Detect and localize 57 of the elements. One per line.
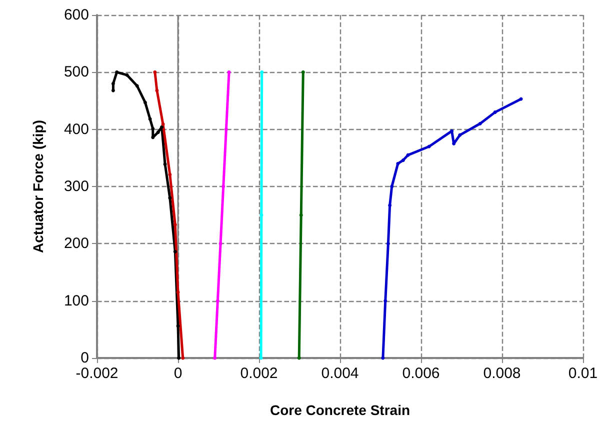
point bbox=[301, 70, 305, 74]
point bbox=[396, 162, 400, 166]
point bbox=[177, 356, 181, 360]
point bbox=[401, 158, 405, 162]
point bbox=[160, 125, 164, 129]
point bbox=[227, 70, 231, 74]
point bbox=[297, 356, 301, 360]
point bbox=[168, 196, 172, 200]
point bbox=[450, 129, 454, 133]
point bbox=[218, 242, 222, 246]
x-tick-label: 0.008 bbox=[483, 365, 521, 382]
point bbox=[493, 110, 497, 114]
point bbox=[224, 128, 228, 132]
point bbox=[176, 290, 180, 294]
x-tick-label: 0.002 bbox=[240, 365, 278, 382]
y-tick-label: 200 bbox=[64, 235, 89, 252]
point bbox=[135, 84, 139, 88]
x-tick-label: 0.01 bbox=[568, 365, 598, 382]
point bbox=[151, 136, 155, 140]
point bbox=[299, 213, 303, 217]
point bbox=[155, 88, 159, 92]
point bbox=[458, 133, 462, 137]
line-series bbox=[381, 97, 523, 360]
point bbox=[181, 356, 185, 360]
y-tick-label: 300 bbox=[64, 178, 89, 195]
y-tick-label: 0 bbox=[80, 350, 89, 366]
point bbox=[163, 162, 167, 166]
x-tick-label: 0.006 bbox=[402, 365, 440, 382]
point bbox=[111, 82, 115, 86]
point bbox=[173, 250, 177, 254]
y-tick-label: 100 bbox=[64, 292, 89, 310]
x-tick-label: 0.004 bbox=[321, 365, 359, 382]
point bbox=[156, 130, 160, 134]
point bbox=[478, 122, 482, 126]
x-tick-label: -0.002 bbox=[76, 365, 118, 382]
point bbox=[390, 184, 394, 188]
point bbox=[384, 299, 388, 303]
point bbox=[168, 172, 172, 176]
y-tick-label: 400 bbox=[64, 120, 89, 138]
point bbox=[148, 117, 152, 121]
point bbox=[260, 70, 264, 74]
x-tick-label: 0 bbox=[174, 365, 182, 382]
point bbox=[143, 100, 147, 104]
y-tick-label: 500 bbox=[64, 64, 89, 81]
point bbox=[153, 70, 157, 74]
point bbox=[161, 122, 165, 126]
y-axis-title: Actuator Force (kip) bbox=[30, 120, 46, 254]
y-tick-label: 600 bbox=[64, 6, 89, 24]
x-axis-title: Core Concrete Strain bbox=[270, 402, 410, 418]
point bbox=[222, 184, 226, 188]
point bbox=[151, 127, 155, 131]
point bbox=[427, 144, 431, 148]
point bbox=[111, 88, 115, 92]
point bbox=[115, 70, 119, 74]
point bbox=[260, 213, 264, 217]
point bbox=[213, 356, 217, 360]
point bbox=[216, 299, 220, 303]
